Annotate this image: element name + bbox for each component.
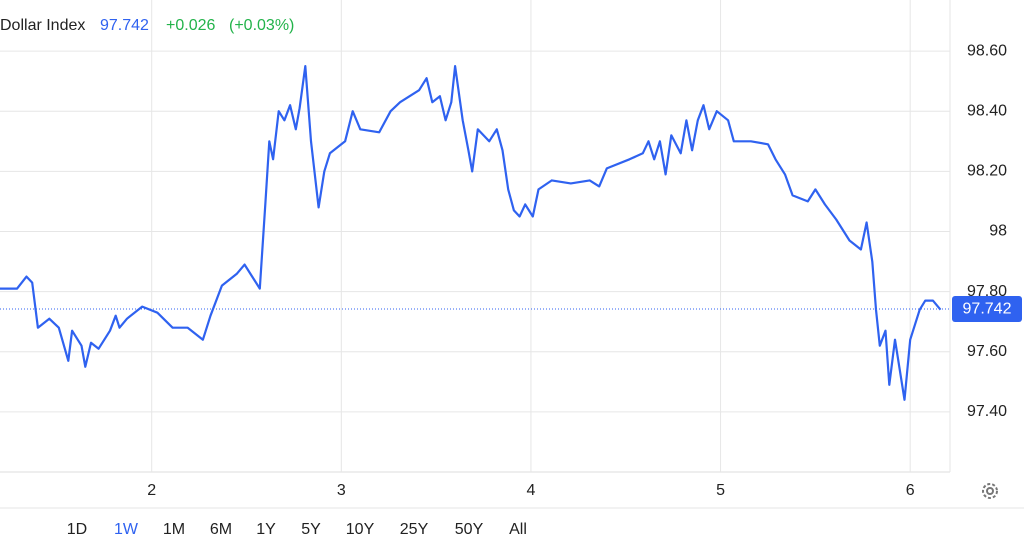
current-price: 97.742 bbox=[100, 17, 149, 34]
y-tick-label: 98.20 bbox=[967, 163, 1007, 180]
range-button[interactable]: 10Y bbox=[346, 521, 375, 538]
price-change-percent: (+0.03%) bbox=[229, 17, 294, 34]
range-button[interactable]: 1W bbox=[114, 521, 139, 538]
chart-title: Dollar Index bbox=[0, 17, 85, 34]
gear-outer bbox=[982, 483, 998, 499]
y-tick-label: 98 bbox=[989, 223, 1007, 240]
range-button[interactable]: 50Y bbox=[455, 521, 484, 538]
y-tick-label: 97.80 bbox=[967, 283, 1007, 300]
x-tick-label: 6 bbox=[906, 482, 915, 499]
y-tick-label: 98.40 bbox=[967, 102, 1007, 119]
range-button[interactable]: 1Y bbox=[256, 521, 276, 538]
gear-inner bbox=[986, 487, 994, 495]
range-button[interactable]: 5Y bbox=[301, 521, 321, 538]
range-button[interactable]: 1D bbox=[67, 521, 87, 538]
x-tick-label: 3 bbox=[337, 482, 346, 499]
range-button[interactable]: 1M bbox=[163, 521, 185, 538]
y-tick-label: 98.60 bbox=[967, 42, 1007, 59]
range-button[interactable]: All bbox=[509, 521, 527, 538]
price-change: +0.026 bbox=[166, 17, 215, 34]
last-price-tag bbox=[952, 296, 1022, 323]
price-line bbox=[0, 65, 942, 401]
y-tick-label: 97.40 bbox=[967, 403, 1007, 420]
range-button[interactable]: 25Y bbox=[400, 521, 429, 538]
y-tick-label: 97.60 bbox=[967, 343, 1007, 360]
range-button[interactable]: 6M bbox=[210, 521, 232, 538]
last-price-label: 97.742 bbox=[963, 300, 1012, 317]
x-tick-label: 4 bbox=[526, 482, 535, 499]
x-tick-label: 5 bbox=[716, 482, 725, 499]
settings-icon[interactable] bbox=[982, 483, 998, 499]
x-tick-label: 2 bbox=[147, 482, 156, 499]
